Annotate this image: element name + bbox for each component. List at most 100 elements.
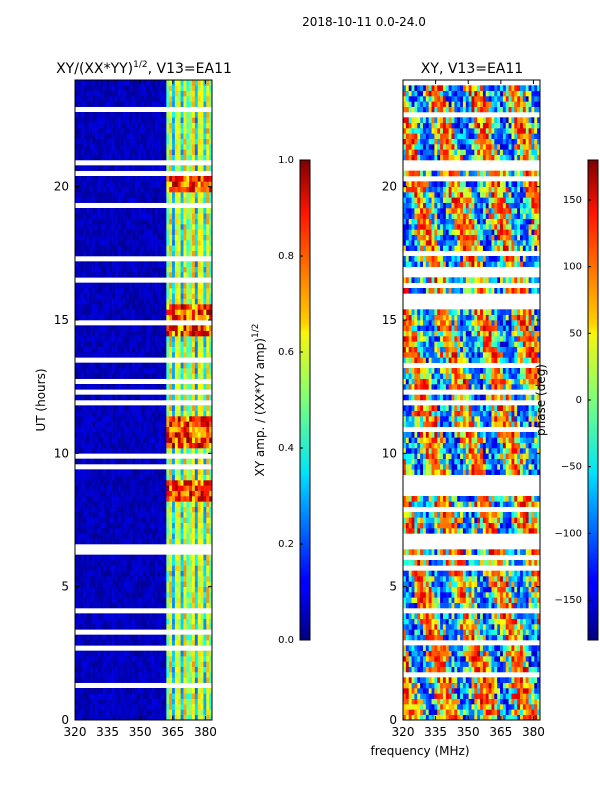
amp-heatmap-cell (209, 661, 212, 667)
amp-heatmap-cell (203, 304, 207, 310)
amp-heatmap-cell (177, 693, 181, 699)
amp-heatmap-cell (120, 362, 124, 369)
amp-heatmap-cell (114, 640, 119, 646)
amp-heatmap-cell (177, 138, 181, 145)
amp-heatmap-cell (189, 709, 193, 715)
amp-heatmap-cell (86, 512, 90, 518)
amp-heatmap-cell (192, 480, 196, 486)
amp-heatmap-cell (203, 133, 207, 139)
amp-heatmap-cell (129, 144, 133, 150)
amp-heatmap-cell (140, 512, 144, 518)
amp-heatmap-cell (132, 634, 136, 641)
amp-heatmap-cell (183, 330, 187, 337)
amp-heatmap-cell (75, 592, 79, 598)
amp-heatmap-cell (112, 154, 116, 161)
amp-heatmap-cell (103, 538, 107, 545)
amp-heatmap-cell (97, 533, 101, 539)
amp-heatmap-cell (129, 266, 133, 273)
amp-heatmap-cell (80, 341, 84, 347)
amp-heatmap-cell (134, 298, 139, 305)
amp-heatmap-cell (75, 704, 79, 710)
amp-heatmap-cell (172, 330, 176, 337)
amp-heatmap-cell (152, 485, 156, 491)
amp-heatmap-cell (143, 234, 147, 241)
amp-heatmap-cell (209, 693, 212, 699)
amp-heatmap-cell (132, 330, 136, 337)
amp-heatmap-cell (75, 165, 79, 171)
amp-heatmap-cell (120, 538, 124, 545)
amp-heatmap-cell (109, 469, 113, 475)
amp-heatmap-cell (77, 229, 82, 235)
amp-heatmap-cell (152, 245, 156, 251)
amp-heatmap-cell (189, 266, 193, 273)
amp-heatmap-cell (152, 197, 156, 203)
amp-heatmap-cell (203, 501, 207, 507)
amp-heatmap-cell (143, 272, 147, 278)
amp-heatmap-cell (194, 485, 199, 491)
amp-heatmap-cell (146, 570, 150, 577)
phase-heatmap-cell (480, 714, 484, 720)
amp-heatmap-cell (137, 336, 141, 342)
amp-heatmap-cell (137, 288, 141, 294)
amp-heatmap-cell (83, 474, 87, 481)
amp-heatmap-cell (123, 480, 127, 486)
amp-heatmap-cell (172, 650, 176, 657)
amp-heatmap-cell (75, 656, 79, 662)
amp-heatmap-cell (75, 517, 79, 523)
amp-heatmap-cell (126, 128, 130, 134)
amp-heatmap-cell (169, 650, 173, 657)
amp-heatmap-cell (129, 474, 133, 481)
amp-heatmap-cell (80, 181, 84, 187)
amp-heatmap-cell (134, 650, 139, 657)
amp-heatmap-cell (180, 80, 184, 86)
amp-heatmap-cell (117, 506, 121, 513)
amp-heatmap-cell (177, 480, 181, 486)
amp-heatmap-cell (100, 661, 104, 667)
amp-heatmap-cell (83, 85, 87, 91)
amp-heatmap-cell (203, 586, 207, 593)
amp-heatmap-cell (163, 213, 167, 219)
amp-heatmap-cell (80, 213, 84, 219)
amp-heatmap-cell (183, 384, 187, 390)
amp-heatmap-cell (75, 154, 79, 161)
amp-heatmap-cell (186, 96, 190, 102)
amp-heatmap-cell (189, 346, 193, 353)
amp-heatmap-cell (129, 581, 133, 587)
amp-heatmap-cell (137, 261, 141, 267)
amp-heatmap-cell (203, 362, 207, 369)
amp-heatmap-cell (200, 250, 204, 257)
amp-heatmap-cell (86, 533, 90, 539)
amp-heatmap-cell (126, 554, 130, 561)
amp-heatmap-cell (89, 704, 93, 710)
amp-heatmap-cell (120, 149, 124, 155)
amp-heatmap-cell (120, 565, 124, 571)
amp-heatmap-cell (120, 677, 124, 683)
amp-heatmap-cell (177, 714, 181, 720)
amp-heatmap-cell (114, 229, 119, 235)
amp-heatmap-cell (203, 394, 207, 401)
amp-heatmap-cell (106, 144, 110, 150)
amp-heatmap-cell (83, 208, 87, 214)
amp-heatmap-cell (206, 538, 210, 545)
amp-heatmap-cell (112, 336, 116, 342)
amp-heatmap-cell (94, 261, 99, 267)
amp-heatmap-cell (180, 229, 184, 235)
amp-heatmap-cell (83, 288, 87, 294)
amp-heatmap-cell (94, 272, 99, 278)
amp-heatmap-cell (149, 144, 153, 150)
amp-heatmap-cell (192, 362, 196, 369)
amp-heatmap-cell (77, 186, 82, 193)
amp-heatmap-cell (172, 213, 176, 219)
amp-heatmap-cell (114, 677, 119, 683)
amp-heatmap-cell (126, 597, 130, 603)
amp-heatmap-cell (92, 698, 96, 705)
amp-heatmap-cell (120, 272, 124, 278)
amp-heatmap-cell (200, 416, 204, 422)
amp-heatmap-cell (77, 565, 82, 571)
amp-heatmap-cell (75, 181, 79, 187)
amp-heatmap-cell (192, 410, 196, 417)
amp-heatmap-cell (140, 85, 144, 91)
amp-heatmap-cell (143, 640, 147, 646)
amp-heatmap-cell (140, 522, 144, 529)
amp-heatmap-cell (103, 373, 107, 379)
